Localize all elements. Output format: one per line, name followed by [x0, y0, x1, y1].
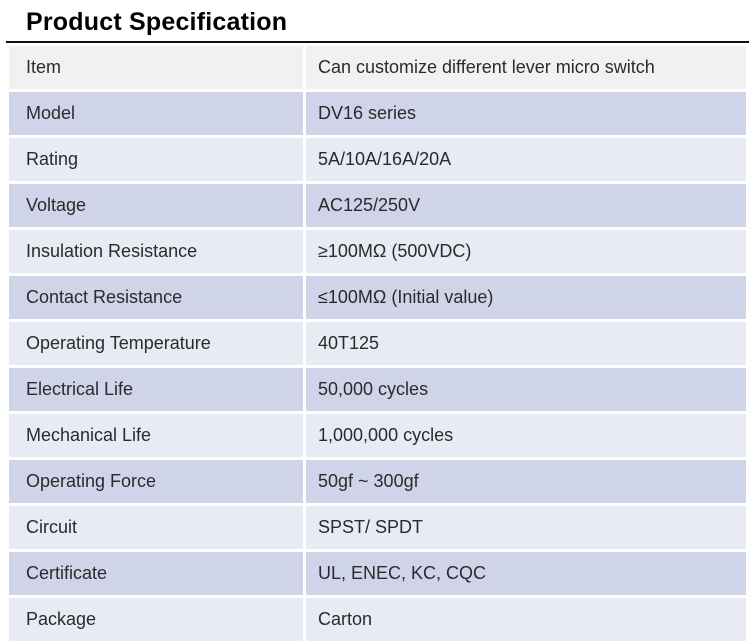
table-row-operating-force: Operating Force 50gf ~ 300gf: [9, 460, 746, 503]
table-row-voltage: Voltage AC125/250V: [9, 184, 746, 227]
spec-value: SPST/ SPDT: [306, 506, 746, 549]
product-specification-page: Product Specification Item Can customize…: [0, 7, 754, 644]
spec-label: Package: [9, 598, 303, 641]
spec-label: Electrical Life: [9, 368, 303, 411]
spec-value: 5A/10A/16A/20A: [306, 138, 746, 181]
spec-value: UL, ENEC, KC, CQC: [306, 552, 746, 595]
spec-value: Can customize different lever micro swit…: [306, 46, 746, 89]
table-row-model: Model DV16 series: [9, 92, 746, 135]
table-row-item: Item Can customize different lever micro…: [9, 46, 746, 89]
spec-value: ≥100MΩ (500VDC): [306, 230, 746, 273]
table-row-contact-resistance: Contact Resistance ≤100MΩ (Initial value…: [9, 276, 746, 319]
product-spec-table: Item Can customize different lever micro…: [6, 41, 749, 644]
spec-value: ≤100MΩ (Initial value): [306, 276, 746, 319]
table-row-insulation-resistance: Insulation Resistance ≥100MΩ (500VDC): [9, 230, 746, 273]
spec-value: 40T125: [306, 322, 746, 365]
spec-value: 50,000 cycles: [306, 368, 746, 411]
spec-label: Voltage: [9, 184, 303, 227]
table-row-operating-temperature: Operating Temperature 40T125: [9, 322, 746, 365]
spec-label: Rating: [9, 138, 303, 181]
spec-value: DV16 series: [306, 92, 746, 135]
table-row-electrical-life: Electrical Life 50,000 cycles: [9, 368, 746, 411]
spec-value: AC125/250V: [306, 184, 746, 227]
spec-label: Insulation Resistance: [9, 230, 303, 273]
spec-label: Item: [9, 46, 303, 89]
table-row-circuit: Circuit SPST/ SPDT: [9, 506, 746, 549]
spec-label: Model: [9, 92, 303, 135]
spec-label: Operating Temperature: [9, 322, 303, 365]
table-row-certificate: Certificate UL, ENEC, KC, CQC: [9, 552, 746, 595]
page-title: Product Specification: [26, 8, 288, 36]
spec-label: Certificate: [9, 552, 303, 595]
table-row-rating: Rating 5A/10A/16A/20A: [9, 138, 746, 181]
spec-label: Circuit: [9, 506, 303, 549]
spec-label: Contact Resistance: [9, 276, 303, 319]
spec-label: Mechanical Life: [9, 414, 303, 457]
spec-value: Carton: [306, 598, 746, 641]
spec-value: 1,000,000 cycles: [306, 414, 746, 457]
spec-value: 50gf ~ 300gf: [306, 460, 746, 503]
spec-label: Operating Force: [9, 460, 303, 503]
table-row-package: Package Carton: [9, 598, 746, 641]
table-row-mechanical-life: Mechanical Life 1,000,000 cycles: [9, 414, 746, 457]
